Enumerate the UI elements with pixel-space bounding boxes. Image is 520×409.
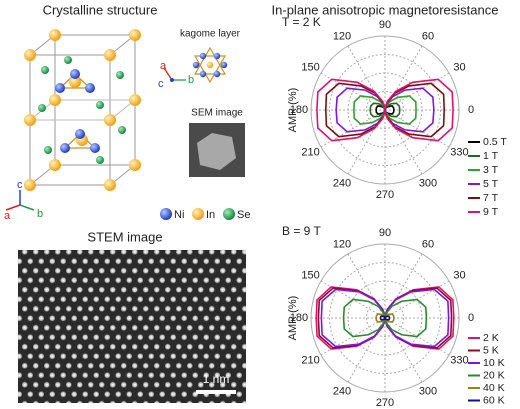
angle-label: 210 — [301, 354, 319, 366]
legend-label: Ni — [174, 209, 184, 221]
legend-label: In — [206, 209, 215, 221]
kagome-atoms — [192, 52, 228, 78]
panel-title: Crystalline structure — [43, 2, 158, 17]
amr-curve — [375, 313, 395, 323]
legend-label: 20 K — [483, 369, 505, 381]
annotation: B = 9 T — [282, 224, 321, 238]
legend-label: 0.5 T — [483, 136, 507, 148]
scale-bar-label: 1 nm — [203, 372, 230, 386]
amr-curve — [379, 314, 391, 322]
kagome-axes — [163, 67, 186, 82]
angle-label: 300 — [419, 178, 437, 190]
angle-label: 0 — [468, 104, 474, 116]
angle-label: 60 — [422, 30, 434, 42]
panel-title: STEM image — [87, 229, 162, 244]
legend-label: Se — [237, 209, 250, 221]
radial-grid — [329, 262, 441, 374]
amr-curve — [369, 102, 401, 118]
axis-letter: a — [4, 210, 11, 222]
legend-label: 10 K — [483, 357, 505, 369]
amr-curve — [342, 298, 428, 338]
angle-label: 300 — [419, 386, 437, 398]
radial-grid — [329, 54, 441, 166]
angle-label: 120 — [333, 238, 351, 250]
axis-letter: b — [188, 74, 194, 86]
axis-letter: a — [160, 60, 167, 72]
legend-label: 5 K — [483, 344, 499, 356]
angle-label: 180 — [290, 312, 308, 324]
legend-label: 3 T — [483, 164, 499, 176]
legend-label: 9 T — [483, 206, 499, 218]
angle-label: 60 — [422, 238, 434, 250]
panel-title: In-plane anisotropic magnetoresistance — [272, 2, 499, 17]
angle-label: 30 — [453, 61, 465, 73]
annotation: T = 2 K — [282, 15, 321, 29]
legend-label: 40 K — [483, 382, 505, 394]
angle-label: 150 — [301, 269, 319, 281]
angle-label: 0 — [468, 312, 474, 324]
sem-crystal — [197, 133, 236, 170]
angle-label: 240 — [333, 178, 351, 190]
kagome-layer — [193, 46, 227, 84]
legend-label: 2 K — [483, 332, 499, 344]
scale-bar — [196, 390, 236, 394]
angle-label: 30 — [453, 269, 465, 281]
radial-grid — [366, 299, 404, 337]
amr-curve — [316, 78, 454, 142]
radial-grid — [366, 91, 404, 129]
angle-label: 330 — [450, 354, 468, 366]
angle-label: 120 — [333, 30, 351, 42]
angle-label: 90 — [379, 227, 391, 239]
angle-label: 270 — [376, 189, 394, 201]
crystal-axes — [5, 190, 35, 211]
legend-label: 7 T — [483, 192, 499, 204]
angle-label: 330 — [450, 146, 468, 158]
legend-label: 60 K — [483, 394, 505, 406]
angle-label: 150 — [301, 61, 319, 73]
angle-label: 240 — [333, 386, 351, 398]
angle-label: 270 — [376, 397, 394, 409]
angle-label: 210 — [301, 146, 319, 158]
angle-label: 90 — [379, 19, 391, 31]
kagome-label: kagome layer — [180, 29, 241, 40]
axis-letter: c — [17, 179, 23, 191]
stem-image — [18, 250, 246, 403]
sem-label: SEM image — [191, 108, 243, 119]
axis-letter: b — [37, 208, 43, 220]
legend-label: 5 T — [483, 178, 499, 190]
angle-label: 180 — [290, 104, 308, 116]
y-axis-label: AMR (%) — [287, 88, 299, 133]
amr-curve — [320, 288, 450, 348]
atoms — [24, 29, 141, 191]
crystal-structure — [28, 34, 137, 186]
amr-curve — [353, 95, 417, 125]
axis-letter: c — [158, 78, 164, 90]
legend-label: 1 T — [483, 150, 499, 162]
y-axis-label: AMR (%) — [287, 296, 299, 341]
atom-legend — [160, 208, 235, 220]
